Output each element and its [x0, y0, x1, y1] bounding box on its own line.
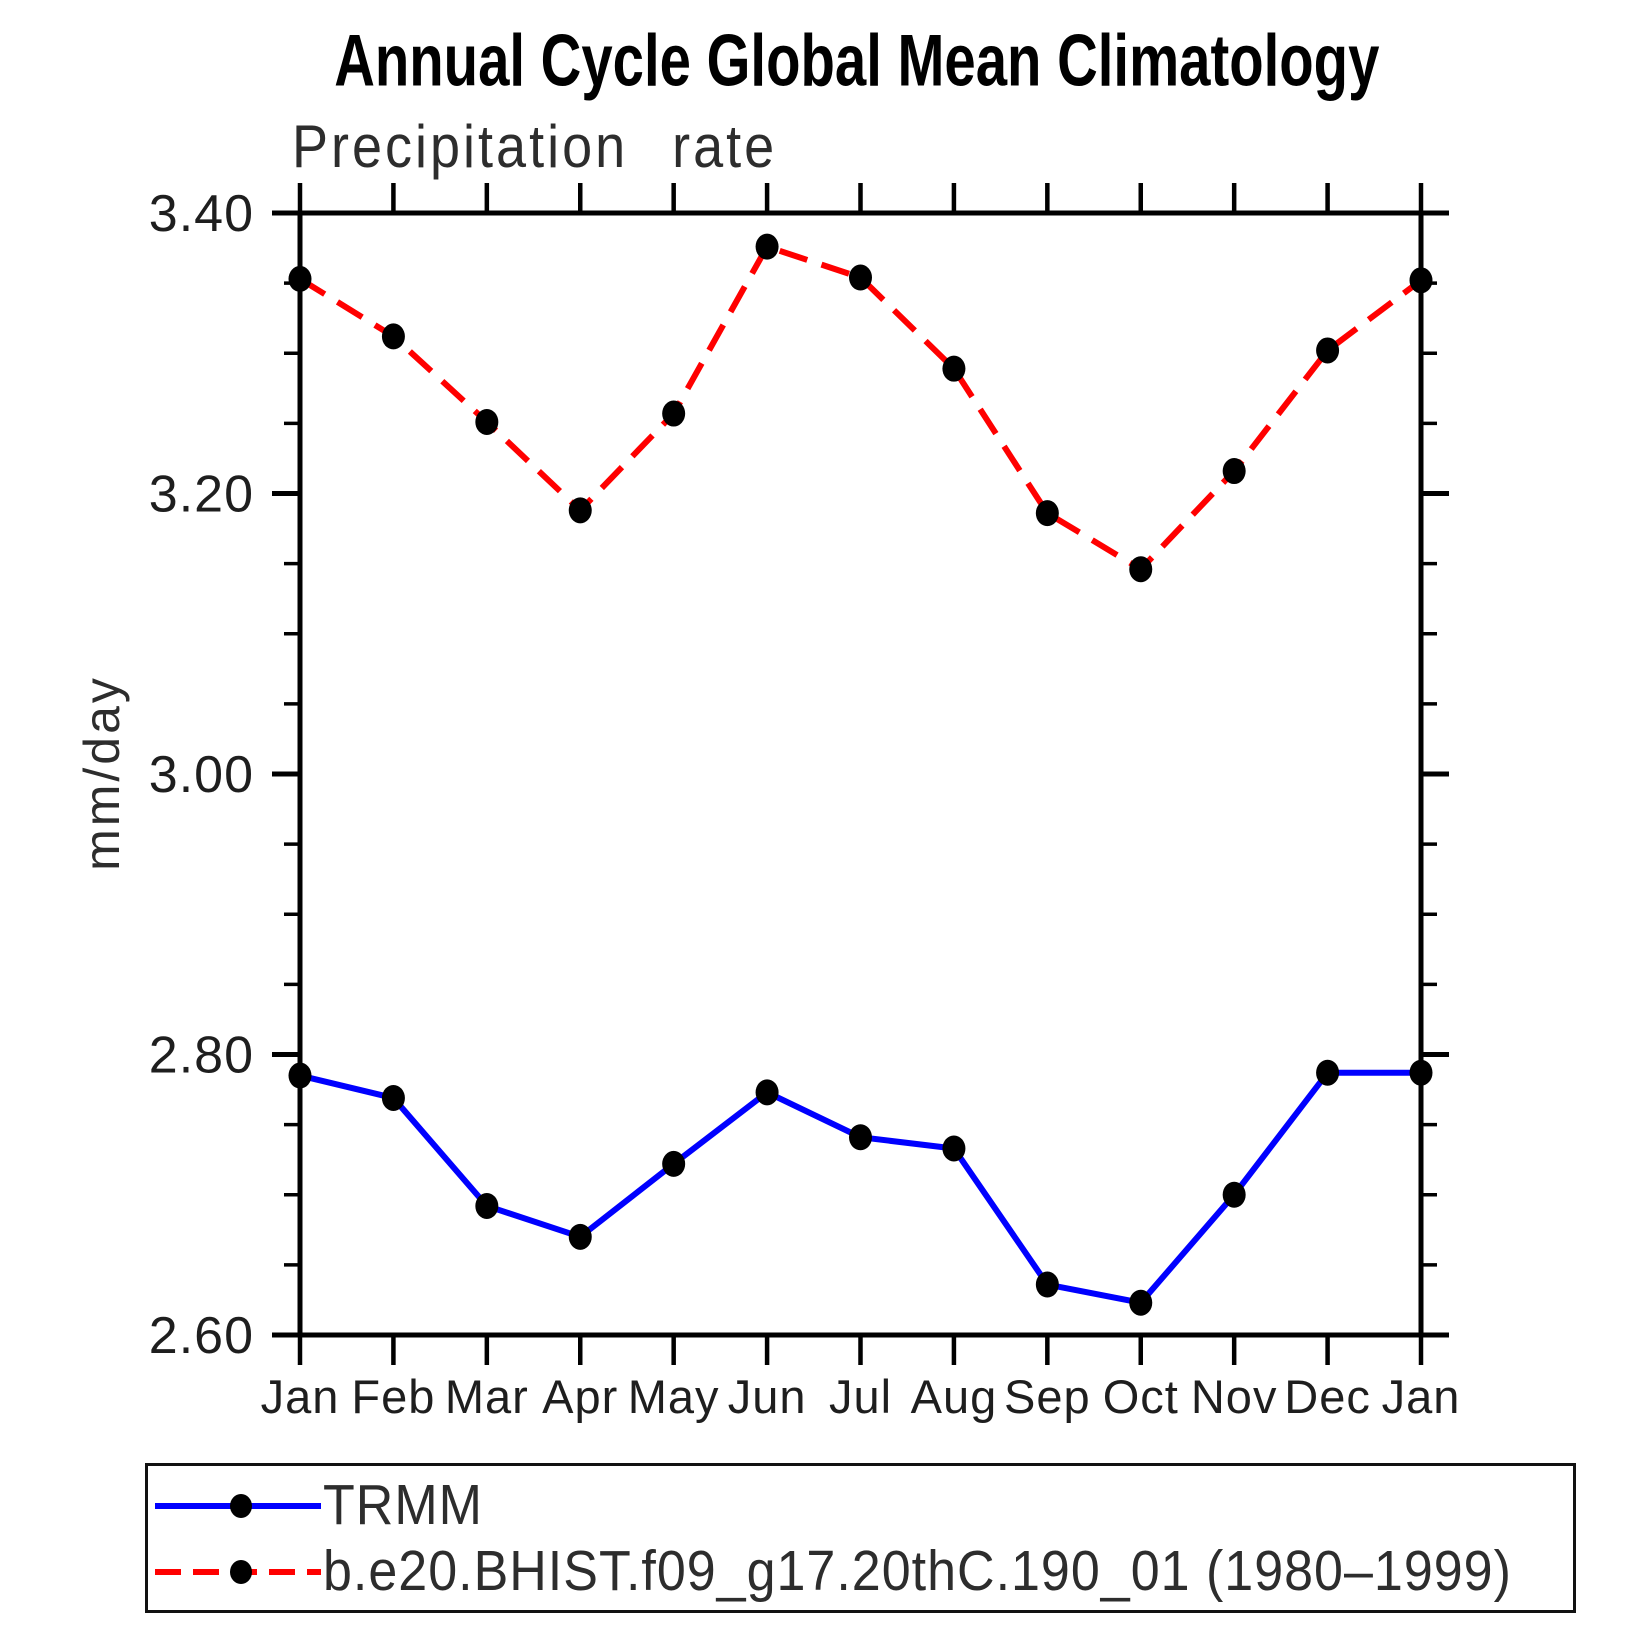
y-tick-labels: 3.40 3.20 3.00 2.80 2.60 — [149, 185, 254, 1365]
svg-text:3.20: 3.20 — [149, 466, 254, 524]
svg-text:Jul: Jul — [829, 1370, 892, 1423]
series-markers-1 — [288, 233, 1433, 583]
legend-line-sample-trmm-icon — [155, 1494, 321, 1518]
plot-frame — [297, 210, 1424, 1338]
svg-text:Sep: Sep — [1004, 1370, 1091, 1423]
series-line-0 — [299, 1069, 1421, 1307]
svg-text:2.80: 2.80 — [149, 1027, 254, 1085]
legend-line-sample-model-icon — [155, 1560, 321, 1584]
svg-text:May: May — [628, 1370, 720, 1423]
svg-text:Aug: Aug — [911, 1370, 998, 1423]
svg-text:Apr: Apr — [542, 1370, 618, 1423]
svg-text:Jun: Jun — [728, 1370, 807, 1423]
svg-text:Feb: Feb — [351, 1370, 435, 1423]
svg-text:Oct: Oct — [1103, 1370, 1179, 1423]
svg-text:Jan: Jan — [261, 1370, 340, 1423]
svg-text:Jan: Jan — [1382, 1370, 1461, 1423]
chart-subtitle: Precipitation rate — [292, 113, 778, 181]
svg-text:3.00: 3.00 — [149, 746, 254, 804]
chart-title: Annual Cycle Global Mean Climatology — [334, 19, 1380, 102]
legend-box: TRMM b.e20.BHIST.f09_g17.20thC.190_01 (1… — [145, 1463, 1576, 1613]
svg-text:Dec: Dec — [1284, 1370, 1371, 1423]
svg-text:Mar: Mar — [445, 1370, 529, 1423]
series-line-1 — [298, 243, 1423, 574]
legend-label-trmm: TRMM — [323, 1474, 483, 1537]
axis-ticks — [272, 183, 1449, 1365]
x-tick-labels: Jan Feb Mar Apr May Jun Jul Aug Sep Oct Nov Dec Jan — [261, 1370, 1461, 1423]
legend-label-model: b.e20.BHIST.f09_g17.20thC.190_01 (1980–1… — [323, 1540, 1512, 1603]
series-markers-0 — [288, 1059, 1433, 1316]
svg-text:Nov: Nov — [1191, 1370, 1278, 1423]
svg-text:3.40: 3.40 — [149, 185, 254, 243]
svg-text:2.60: 2.60 — [149, 1307, 254, 1365]
